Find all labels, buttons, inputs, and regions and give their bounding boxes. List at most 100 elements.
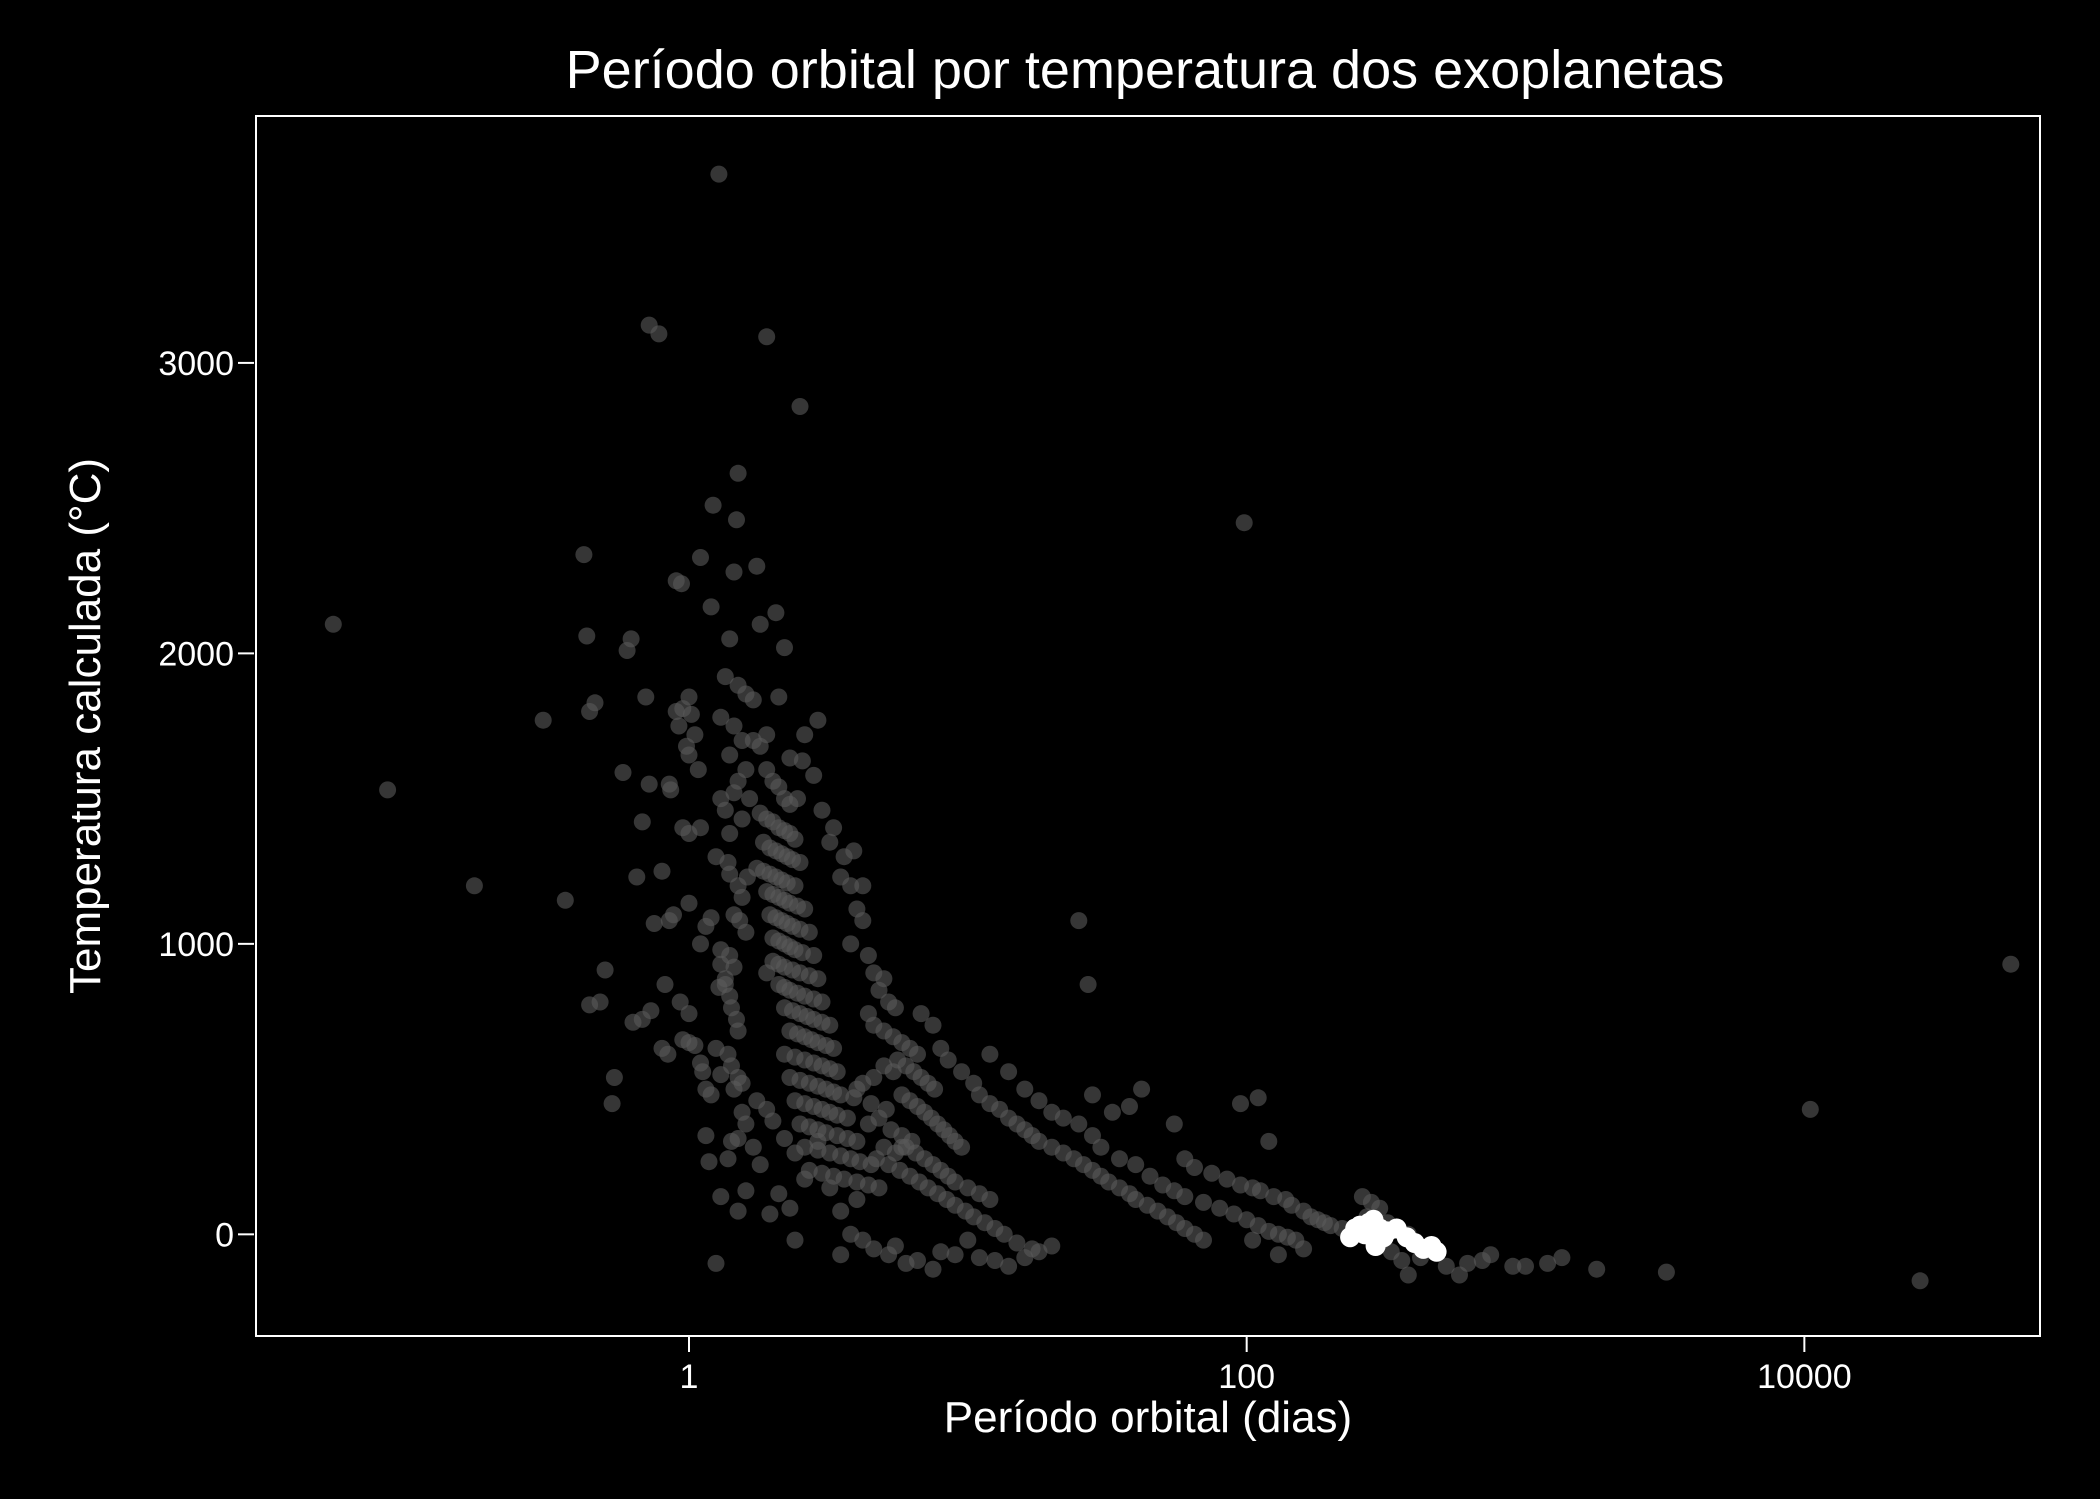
- data-point: [995, 1225, 1013, 1243]
- data-point: [886, 1237, 904, 1255]
- data-point: [946, 1246, 964, 1264]
- data-point: [809, 970, 827, 988]
- data-point: [953, 1138, 971, 1156]
- data-point: [781, 1199, 799, 1217]
- data-point: [733, 888, 751, 906]
- data-point: [534, 711, 552, 729]
- data-point: [865, 1240, 883, 1258]
- data-point: [848, 1191, 866, 1208]
- data-point: [670, 717, 688, 735]
- data-point: [744, 691, 762, 709]
- data-point: [786, 877, 804, 895]
- data-point: [848, 1132, 866, 1150]
- data-point: [832, 1086, 850, 1104]
- data-point: [624, 1013, 642, 1031]
- data-point: [680, 688, 698, 706]
- data-point: [796, 900, 814, 918]
- data-point: [738, 868, 756, 886]
- data-point: [710, 165, 728, 183]
- data-point: [981, 1045, 999, 1063]
- data-point: [737, 1115, 755, 1133]
- data-point: [682, 705, 700, 723]
- data-point: [650, 325, 668, 343]
- data-point: [725, 1080, 743, 1098]
- data-point: [1111, 1150, 1128, 1168]
- data-point: [737, 1182, 755, 1200]
- data-point: [805, 766, 823, 784]
- exoplanet-series: [324, 165, 2020, 1290]
- data-point: [912, 1005, 930, 1023]
- y-axis-label: Temperatura calculada (°C): [61, 458, 110, 994]
- data-point: [832, 1246, 850, 1264]
- data-point: [721, 865, 739, 883]
- data-point: [725, 563, 743, 581]
- data-point: [924, 1016, 942, 1034]
- data-point: [786, 830, 804, 848]
- data-point: [1517, 1257, 1534, 1275]
- data-point: [870, 981, 888, 999]
- data-point: [1235, 514, 1253, 532]
- data-point: [1008, 1234, 1026, 1252]
- data-point: [932, 1243, 950, 1261]
- data-point: [959, 1231, 977, 1249]
- data-point: [680, 894, 698, 912]
- chart-title: Período orbital por temperatura dos exop…: [566, 40, 1725, 100]
- data-point: [859, 1115, 877, 1133]
- data-point: [702, 598, 720, 616]
- data-point: [673, 575, 690, 593]
- data-point: [758, 964, 776, 982]
- data-point: [946, 1173, 964, 1191]
- data-point: [1070, 912, 1088, 930]
- data-point: [953, 1063, 971, 1081]
- data-point: [575, 546, 593, 564]
- data-point: [751, 1156, 769, 1174]
- data-point: [893, 1138, 911, 1156]
- data-point: [578, 627, 596, 645]
- data-point: [924, 1260, 942, 1278]
- data-point: [862, 1095, 880, 1113]
- data-point: [1657, 1263, 1675, 1281]
- data-point: [1016, 1080, 1034, 1098]
- data-point: [721, 630, 739, 648]
- data-point: [728, 511, 745, 529]
- data-point: [1016, 1249, 1034, 1267]
- data-point: [1079, 976, 1097, 993]
- x-tick-label: 100: [1218, 1358, 1275, 1396]
- x-axis-label: Período orbital (dias): [944, 1393, 1352, 1442]
- data-point: [838, 1109, 856, 1127]
- data-point: [751, 615, 769, 633]
- data-point: [909, 1252, 926, 1269]
- data-point: [1165, 1115, 1183, 1133]
- data-point: [1218, 1170, 1236, 1188]
- data-point: [633, 813, 651, 831]
- data-point: [786, 1144, 804, 1162]
- data-point: [832, 1202, 850, 1220]
- data-point: [809, 711, 827, 729]
- data-point: [692, 819, 709, 837]
- data-point: [1186, 1159, 1203, 1176]
- data-point: [723, 1132, 740, 1150]
- data-point: [1103, 1103, 1121, 1121]
- data-point: [767, 604, 785, 622]
- data-point: [1260, 1132, 1278, 1150]
- data-point: [859, 947, 877, 964]
- data-point: [970, 1249, 988, 1267]
- data-point: [729, 1022, 747, 1040]
- data-point: [733, 810, 751, 828]
- data-point: [603, 1095, 621, 1113]
- data-point: [1084, 1086, 1101, 1104]
- data-point: [821, 1016, 839, 1034]
- data-point: [596, 961, 614, 979]
- data-point: [845, 842, 863, 860]
- data-point: [791, 854, 809, 871]
- data-point: [744, 1138, 762, 1156]
- data-point: [653, 862, 671, 880]
- data-point: [1043, 1237, 1061, 1255]
- data-point: [640, 775, 658, 793]
- data-point: [845, 1089, 863, 1107]
- x-tick-label: 1: [680, 1358, 699, 1396]
- y-tick-label: 0: [215, 1216, 234, 1254]
- data-point: [712, 708, 730, 726]
